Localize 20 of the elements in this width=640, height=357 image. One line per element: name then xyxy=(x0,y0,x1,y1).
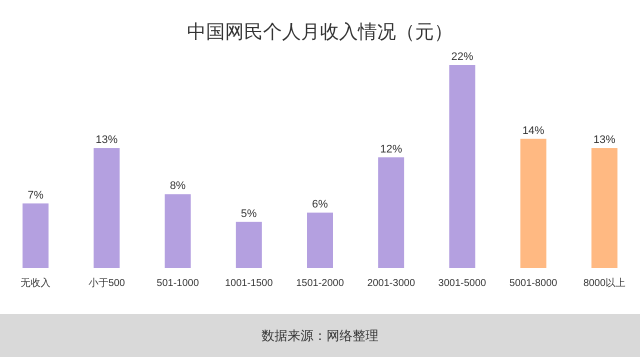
source-note: 数据来源：网络整理 xyxy=(262,328,378,343)
data-label: 22% xyxy=(451,51,474,63)
x-tick-label: 501-1000 xyxy=(156,278,200,289)
title: 中国网民个人月收入情况（元） xyxy=(187,22,453,43)
data-label: 5% xyxy=(240,208,258,220)
x-tick-label: 8000以上 xyxy=(583,277,626,289)
data-label: 7% xyxy=(28,189,44,202)
data-label: 8% xyxy=(170,180,186,192)
data-label: 6% xyxy=(312,198,328,211)
x-tick-label: 无收入 xyxy=(20,277,51,289)
data-label: 13% xyxy=(96,134,118,146)
data-label: 13% xyxy=(593,134,616,146)
x-tick-label: 1501-2000 xyxy=(296,278,344,289)
data-label: 14% xyxy=(522,124,545,137)
x-tick-label: 5001-8000 xyxy=(509,278,558,289)
x-tick-label: 1001-1500 xyxy=(224,278,274,289)
x-tick-label: 2001-3000 xyxy=(367,278,416,289)
x-tick-label: 3001-5000 xyxy=(438,278,487,289)
data-label: 12% xyxy=(380,143,402,156)
x-tick-label: 小于500 xyxy=(88,277,126,289)
